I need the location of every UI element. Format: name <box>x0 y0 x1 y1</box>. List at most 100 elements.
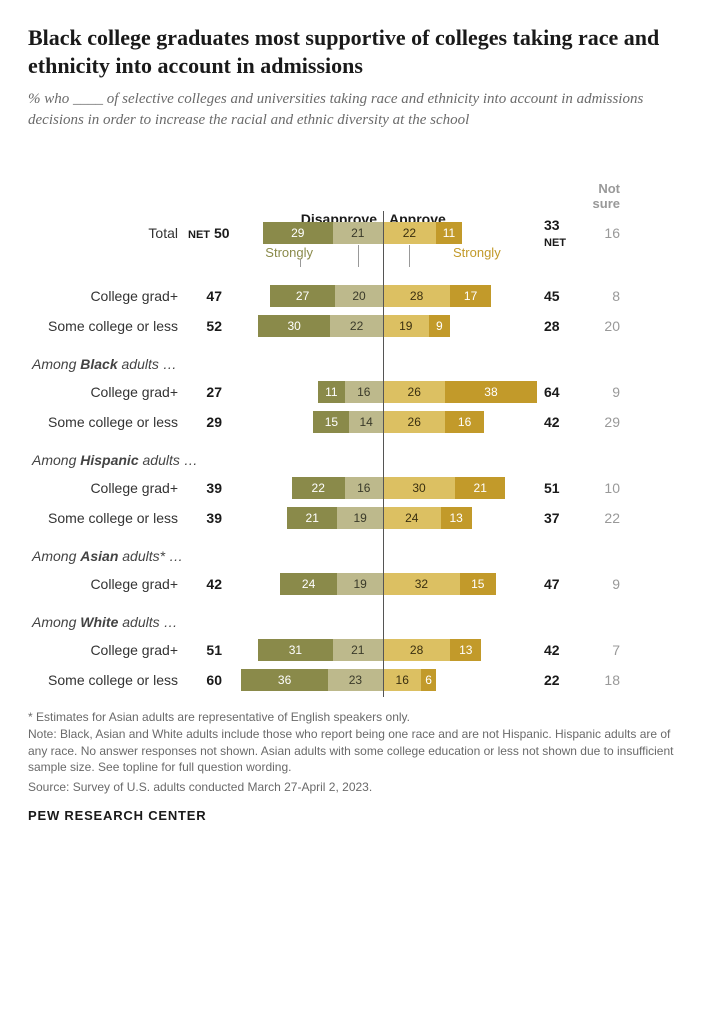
bar-somewhat-disapprove: 21 <box>333 222 383 244</box>
net-approve: 33 NET <box>538 217 578 249</box>
net-approve: 28 <box>538 318 578 334</box>
source-line: Source: Survey of U.S. adults conducted … <box>28 780 674 794</box>
not-sure-header: Not sure <box>578 181 628 211</box>
bar-somewhat-approve: 19 <box>383 315 429 337</box>
data-row: College grad+5131212813427 <box>28 637 674 663</box>
bar-somewhat-approve: 28 <box>383 285 450 307</box>
group-header: Among Black adults … <box>28 356 388 372</box>
net-disapprove: 42 <box>188 576 228 592</box>
net-approve: 42 <box>538 414 578 430</box>
bar-somewhat-approve: 32 <box>383 573 460 595</box>
data-row: College grad+47 27202817 458 <box>28 283 674 309</box>
group-header: Among Hispanic adults … <box>28 452 388 468</box>
bar-strongly-disapprove: 36 <box>241 669 327 691</box>
not-sure-value: 8 <box>578 288 628 304</box>
not-sure-value: 7 <box>578 642 628 658</box>
bar-somewhat-approve: 24 <box>383 507 441 529</box>
bar-strongly-approve: 38 <box>445 381 536 403</box>
bar-somewhat-approve: 22 <box>383 222 436 244</box>
footnote: * Estimates for Asian adults are represe… <box>28 709 674 776</box>
net-disapprove: 47 <box>188 288 228 304</box>
bar-strongly-disapprove: 15 <box>313 411 349 433</box>
chart-area: DisapproveApproveSomewhatStronglySomewha… <box>28 155 674 693</box>
bar-strongly-disapprove: 31 <box>258 639 332 661</box>
bar-strongly-approve: 13 <box>450 639 481 661</box>
not-sure-value: 10 <box>578 480 628 496</box>
net-approve: 45 <box>538 288 578 304</box>
bar-strongly-approve: 21 <box>455 477 505 499</box>
data-row: TotalNET50 29212211 33 NET16 <box>28 217 674 249</box>
not-sure-value: 9 <box>578 576 628 592</box>
bar-somewhat-approve: 26 <box>383 381 445 403</box>
row-label: College grad+ <box>28 384 188 400</box>
net-disapprove: NET50 <box>188 225 228 241</box>
bar-strongly-approve: 15 <box>460 573 496 595</box>
legend-row: DisapproveApproveSomewhatStronglySomewha… <box>28 155 674 211</box>
net-disapprove: 29 <box>188 414 228 430</box>
group-header: Among White adults … <box>28 614 388 630</box>
bar-strongly-disapprove: 29 <box>263 222 333 244</box>
bar-strongly-disapprove: 27 <box>270 285 335 307</box>
row-label: College grad+ <box>28 576 188 592</box>
bar-strongly-approve: 17 <box>450 285 491 307</box>
bar-somewhat-disapprove: 20 <box>335 285 383 307</box>
not-sure-value: 29 <box>578 414 628 430</box>
bar-somewhat-disapprove: 19 <box>337 573 383 595</box>
net-approve: 51 <box>538 480 578 496</box>
bar-strongly-approve: 16 <box>445 411 483 433</box>
bar-somewhat-approve: 28 <box>383 639 450 661</box>
row-label: Some college or less <box>28 414 188 430</box>
bar-strongly-disapprove: 22 <box>292 477 345 499</box>
bar-somewhat-disapprove: 23 <box>328 669 383 691</box>
net-approve: 22 <box>538 672 578 688</box>
row-label: College grad+ <box>28 480 188 496</box>
bar-strongly-approve: 11 <box>436 222 462 244</box>
net-approve: 37 <box>538 510 578 526</box>
bar-strongly-disapprove: 30 <box>258 315 330 337</box>
bar-strongly-approve: 9 <box>429 315 451 337</box>
net-approve: 42 <box>538 642 578 658</box>
bar-somewhat-disapprove: 16 <box>345 477 383 499</box>
bar-somewhat-disapprove: 19 <box>337 507 383 529</box>
not-sure-value: 18 <box>578 672 628 688</box>
bar-strongly-disapprove: 24 <box>280 573 338 595</box>
net-disapprove: 27 <box>188 384 228 400</box>
data-row: Some college or less29151426164229 <box>28 409 674 435</box>
bar-strongly-approve: 6 <box>421 669 435 691</box>
bar-somewhat-approve: 26 <box>383 411 445 433</box>
chart-title: Black college graduates most supportive … <box>28 24 674 79</box>
not-sure-value: 20 <box>578 318 628 334</box>
net-approve: 64 <box>538 384 578 400</box>
row-label: Some college or less <box>28 510 188 526</box>
group-header: Among Asian adults* … <box>28 548 388 564</box>
bar-strongly-disapprove: 11 <box>318 381 344 403</box>
chart-subtitle: % who ____ of selective colleges and uni… <box>28 89 674 131</box>
net-approve: 47 <box>538 576 578 592</box>
row-label: College grad+ <box>28 288 188 304</box>
net-disapprove: 60 <box>188 672 228 688</box>
row-label: Some college or less <box>28 672 188 688</box>
data-row: Some college or less39 21192413 3722 <box>28 505 674 531</box>
bar-somewhat-disapprove: 16 <box>345 381 383 403</box>
net-disapprove: 51 <box>188 642 228 658</box>
bar-strongly-disapprove: 21 <box>287 507 337 529</box>
row-label: Some college or less <box>28 318 188 334</box>
bar-somewhat-disapprove: 22 <box>330 315 383 337</box>
bar-somewhat-approve: 30 <box>383 477 455 499</box>
data-row: College grad+42 24193215 479 <box>28 571 674 597</box>
data-row: Some college or less60 3623166 2218 <box>28 667 674 693</box>
data-row: Some college or less5230221992820 <box>28 313 674 339</box>
data-row: College grad+39 22163021 5110 <box>28 475 674 501</box>
net-disapprove: 39 <box>188 510 228 526</box>
bar-somewhat-disapprove: 14 <box>349 411 383 433</box>
bar-strongly-approve: 13 <box>441 507 472 529</box>
bar-somewhat-approve: 16 <box>383 669 421 691</box>
org-name: PEW RESEARCH CENTER <box>28 808 674 823</box>
row-label: Total <box>28 225 188 241</box>
net-disapprove: 39 <box>188 480 228 496</box>
data-row: College grad+27 11162638649 <box>28 379 674 405</box>
not-sure-value: 22 <box>578 510 628 526</box>
not-sure-value: 9 <box>578 384 628 400</box>
row-label: College grad+ <box>28 642 188 658</box>
not-sure-value: 16 <box>578 225 628 241</box>
